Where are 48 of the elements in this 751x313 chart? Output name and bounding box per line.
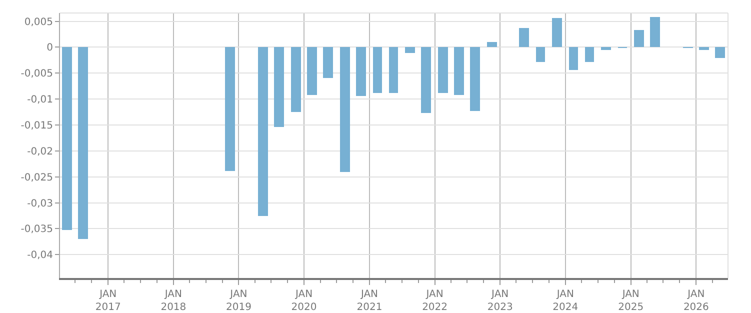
- bar: [519, 28, 529, 47]
- bar: [421, 47, 431, 113]
- y-tick-label: -0,02: [27, 146, 53, 158]
- y-tick-label: -0,015: [20, 120, 53, 132]
- y-tick-label: -0,03: [27, 198, 53, 210]
- bar: [699, 47, 709, 50]
- y-tick-label: -0,035: [20, 224, 53, 236]
- bar: [225, 47, 235, 171]
- x-tick-label: JAN 2024: [552, 289, 578, 313]
- bar: [307, 47, 317, 95]
- bar: [340, 47, 350, 172]
- bar: [258, 47, 268, 216]
- bar: [373, 47, 382, 93]
- x-tick-label: JAN 2020: [291, 289, 317, 313]
- bar: [601, 47, 611, 50]
- x-tick-label: JAN 2026: [683, 289, 709, 313]
- y-tick-label: -0,01: [27, 94, 53, 106]
- bar: [715, 47, 725, 58]
- bar: [569, 47, 578, 70]
- bar: [470, 47, 480, 111]
- y-tick-label: -0,005: [20, 68, 53, 80]
- bar: [405, 47, 415, 53]
- bar: [585, 47, 594, 62]
- x-tick-label: JAN 2021: [356, 289, 382, 313]
- x-tick-label: JAN 2019: [226, 289, 252, 313]
- bar: [356, 47, 366, 96]
- x-tick-label: JAN 2025: [618, 289, 644, 313]
- bar: [487, 42, 497, 47]
- bar: [62, 47, 72, 230]
- bar: [650, 17, 660, 47]
- x-tick-label: JAN 2023: [487, 289, 513, 313]
- x-tick-label: JAN 2018: [160, 289, 186, 313]
- bar: [323, 47, 333, 78]
- y-tick-label: -0,04: [27, 250, 53, 262]
- bar: [536, 47, 545, 62]
- y-tick-label: 0,005: [24, 16, 53, 28]
- bar: [552, 18, 562, 47]
- bar: [389, 47, 398, 93]
- bar: [78, 47, 88, 239]
- bar: [454, 47, 464, 95]
- x-tick-label: JAN 2022: [422, 289, 448, 313]
- bar: [438, 47, 448, 93]
- bar: [634, 30, 644, 47]
- y-tick-label: -0,025: [20, 172, 53, 184]
- bar: [291, 47, 301, 112]
- y-tick-label: 0: [46, 42, 53, 54]
- bar: [274, 47, 284, 127]
- x-tick-label: JAN 2017: [95, 289, 121, 313]
